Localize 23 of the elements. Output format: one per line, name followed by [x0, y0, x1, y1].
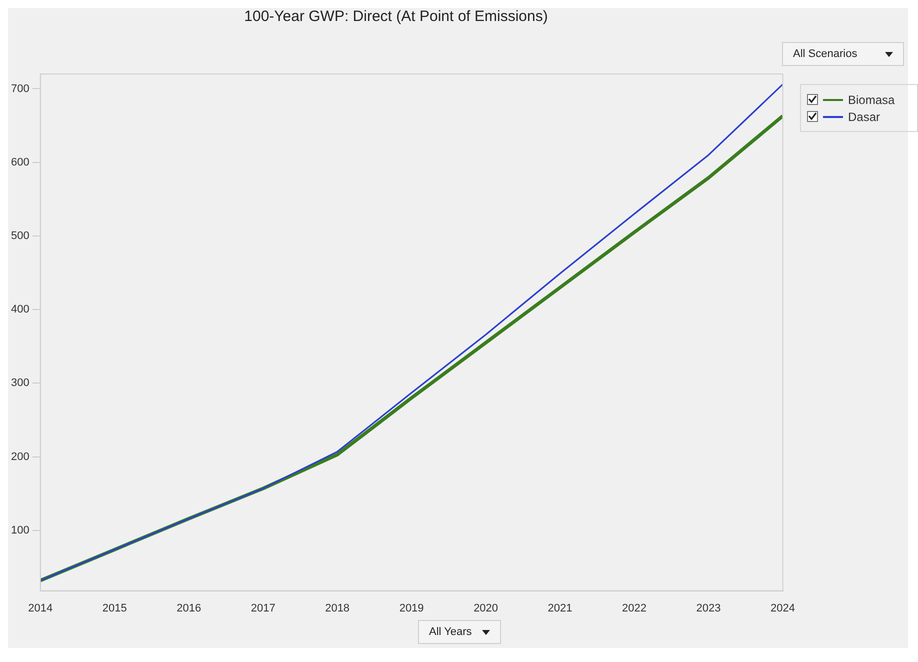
y-tick-label: 700	[10, 82, 30, 95]
x-tick-label: 2014	[28, 602, 53, 614]
text: All Years	[429, 626, 472, 638]
legend-label: Dasar	[848, 110, 880, 124]
x-tick-label: 2018	[325, 602, 350, 614]
text: All Scenarios	[793, 48, 858, 60]
x-tick-label: 2015	[102, 602, 127, 614]
y-tick-label: 100	[10, 524, 30, 536]
legend-label: Biomasa	[848, 92, 895, 106]
y-tick-label: 200	[10, 450, 30, 463]
x-tick-label: 2023	[696, 602, 721, 614]
y-tick-label: 300	[10, 377, 30, 390]
x-tick-label: 2021	[548, 602, 572, 614]
y-tick-label: 500	[10, 230, 30, 242]
x-tick-label: 2016	[176, 602, 202, 614]
x-tick-label: 2017	[250, 602, 276, 614]
x-tick-label: 2019	[399, 602, 424, 614]
y-tick-label: 400	[10, 304, 30, 316]
chart-title: 100-Year GWP: Direct (At Point of Emissions)	[244, 8, 548, 26]
x-tick-label: 2022	[622, 602, 647, 614]
x-tick-label: 2020	[474, 602, 498, 614]
y-tick-label: 600	[10, 156, 30, 168]
x-tick-label: 2024	[770, 602, 796, 614]
